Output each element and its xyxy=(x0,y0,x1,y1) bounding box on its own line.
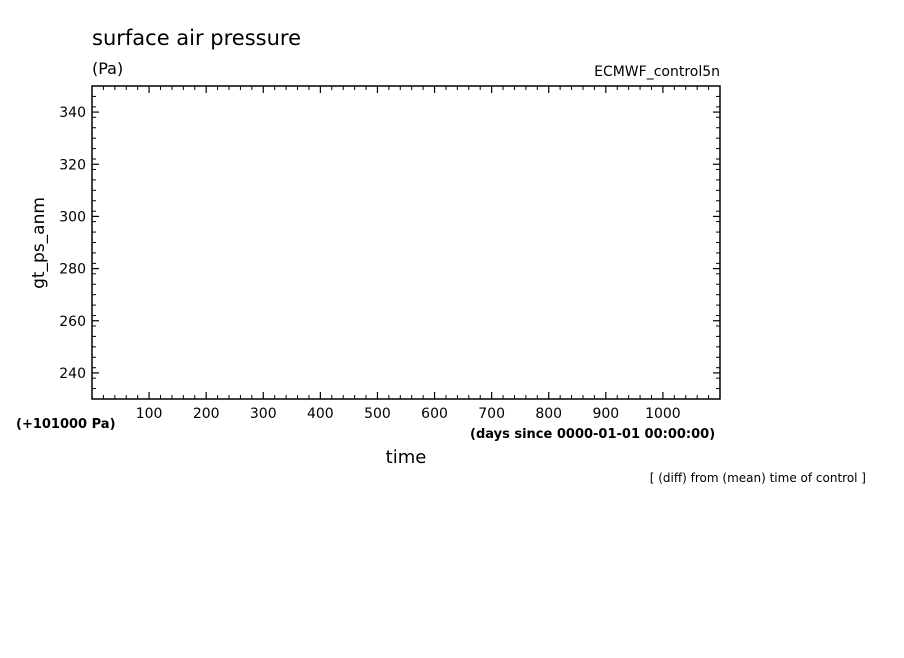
x-tick-label: 800 xyxy=(535,406,562,422)
x-tick-label: 300 xyxy=(250,406,277,422)
footnote: [ (diff) from (mean) time of control ] xyxy=(650,471,866,485)
y-tick-label: 280 xyxy=(59,262,86,278)
x-tick-label: 700 xyxy=(478,406,505,422)
y-axis-label: gt_ps_anm xyxy=(29,197,49,289)
x-tick-label: 200 xyxy=(193,406,220,422)
x-tick-label: 400 xyxy=(307,406,334,422)
chart-title: surface air pressure xyxy=(92,26,301,50)
x-axis-label: time xyxy=(386,447,427,468)
x-tick-label: 1000 xyxy=(645,406,681,422)
y-tick-label: 320 xyxy=(59,157,86,173)
y-offset-label: (+101000 Pa) xyxy=(16,417,116,432)
x-tick-label: 600 xyxy=(421,406,448,422)
x-tick-label: 100 xyxy=(136,406,163,422)
dataset-label: ECMWF_control5n xyxy=(594,64,720,80)
x-units-label: (days since 0000-01-01 00:00:00) xyxy=(470,427,715,442)
y-tick-label: 240 xyxy=(59,366,86,382)
y-tick-label: 340 xyxy=(59,105,86,121)
y-tick-label: 260 xyxy=(59,314,86,330)
x-tick-label: 500 xyxy=(364,406,391,422)
units-label: (Pa) xyxy=(92,59,123,78)
y-tick-label: 300 xyxy=(59,209,86,225)
ticks-layer: 100 200 300 400 500 600 700 800 900 1000 240 260 280… xyxy=(59,86,720,422)
x-tick-label: 900 xyxy=(592,406,619,422)
plot-frame xyxy=(91,85,721,400)
